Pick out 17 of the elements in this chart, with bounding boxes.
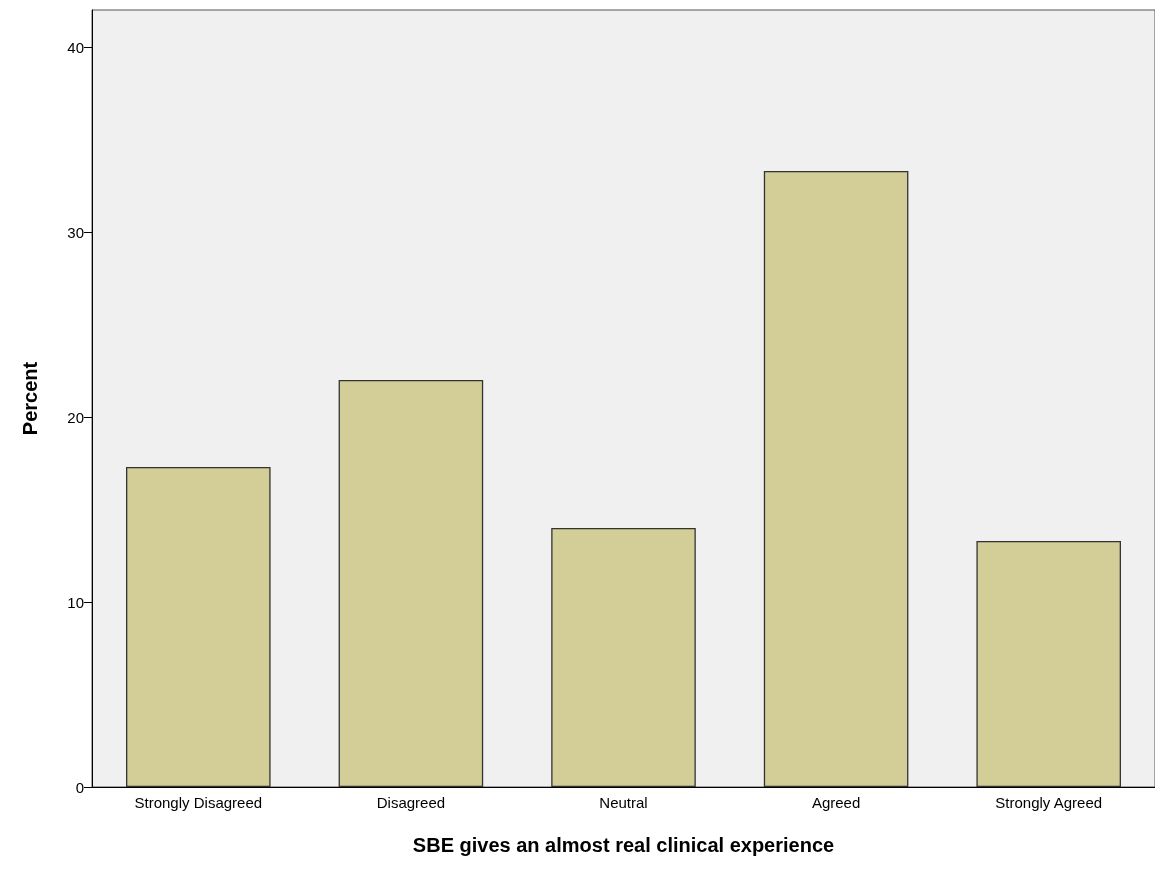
y-axis-title: Percent bbox=[19, 361, 41, 436]
bar bbox=[551, 528, 696, 787]
bar bbox=[763, 170, 909, 787]
x-tick-label: Strongly Agreed bbox=[995, 794, 1103, 811]
x-tick-label: Strongly Disagreed bbox=[134, 794, 263, 811]
y-tick-label: 20 bbox=[67, 408, 84, 426]
bar bbox=[338, 380, 484, 787]
y-tick-label: 10 bbox=[67, 593, 84, 611]
x-tick-label: Disagreed bbox=[376, 794, 446, 811]
x-tick-label: Agreed bbox=[811, 794, 861, 811]
x-axis-title: SBE gives an almost real clinical experience bbox=[412, 834, 835, 856]
y-tick-label: 40 bbox=[67, 38, 84, 56]
y-tick-label: 0 bbox=[75, 778, 84, 796]
bar bbox=[976, 540, 1121, 787]
x-tick-label: Neutral bbox=[599, 794, 648, 811]
bar bbox=[126, 466, 271, 787]
y-tick-label: 30 bbox=[67, 223, 84, 241]
